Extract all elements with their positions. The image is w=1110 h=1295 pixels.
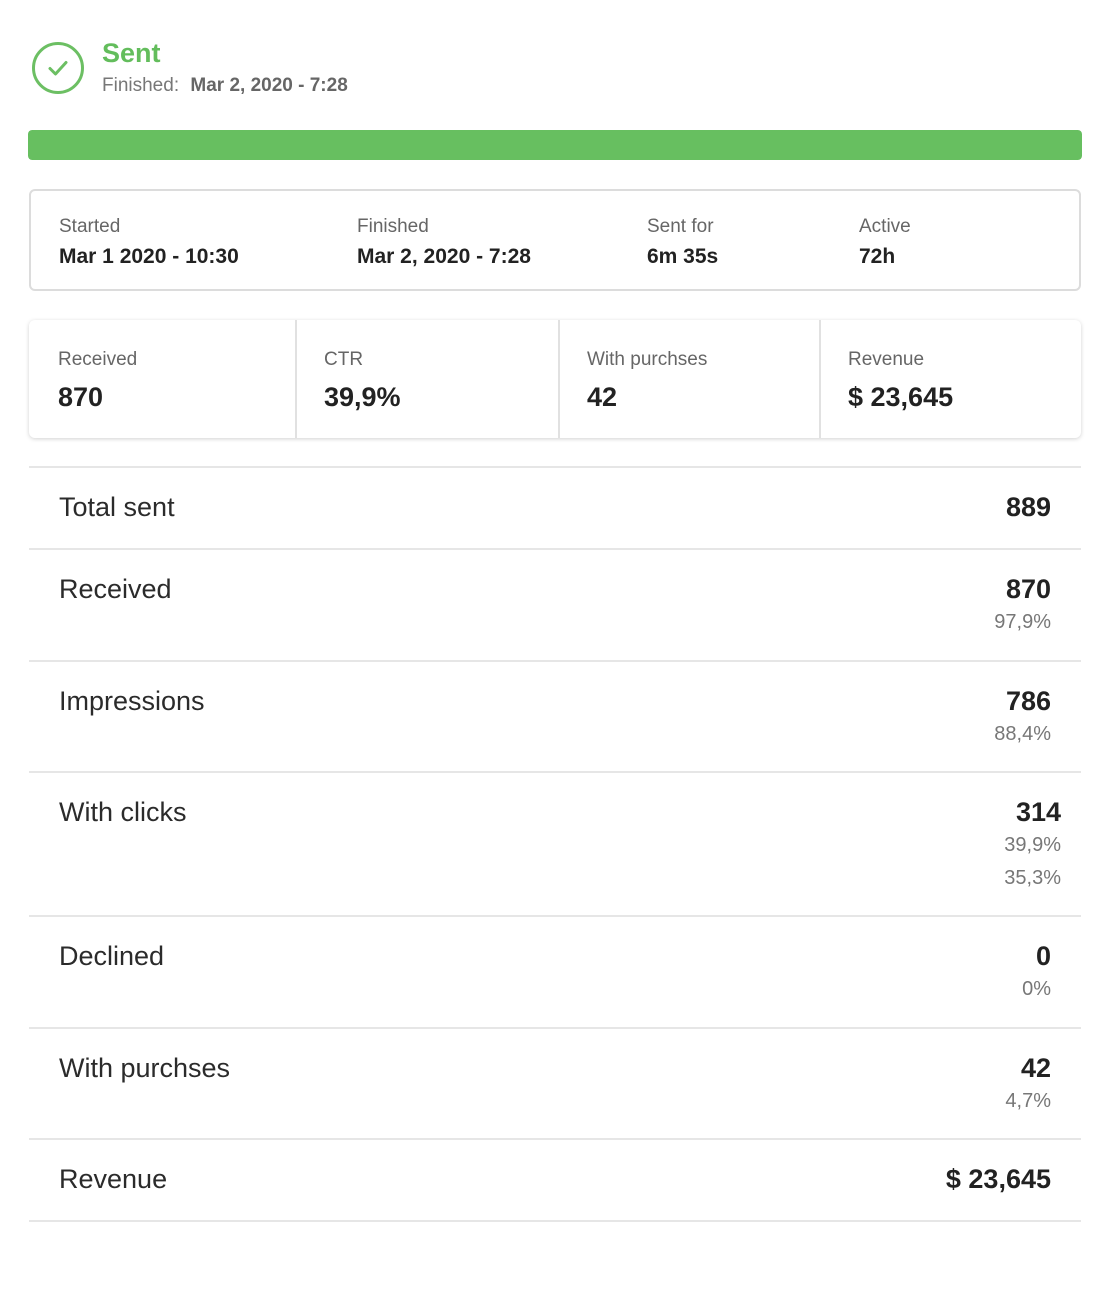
stat-cards: Received 870 CTR 39,9% With purchses 42 …: [29, 320, 1081, 438]
metric-values: 0 0%: [1022, 939, 1051, 1006]
timing-value: 6m 35s: [647, 245, 719, 268]
timing-card: Started Mar 1 2020 - 10:30 Finished Mar …: [29, 189, 1081, 291]
timing-value: Mar 1 2020 - 10:30: [59, 245, 239, 268]
timing-active: Active 72h: [859, 215, 911, 271]
table-row: Total sent 889: [29, 468, 1081, 550]
metric-label: Revenue: [59, 1164, 168, 1194]
stat-label: Revenue: [848, 349, 925, 370]
timing-label: Finished: [357, 216, 429, 237]
metric-value: 42: [1020, 1053, 1051, 1083]
progress-bar-fill: [28, 130, 1082, 160]
stat-label: With purchses: [587, 349, 708, 370]
metric-value: 786: [1005, 686, 1051, 716]
stat-label: CTR: [324, 349, 364, 370]
table-row: Declined 0 0%: [29, 917, 1081, 1029]
timing-label: Sent for: [647, 216, 714, 237]
table-row: Received 870 97,9%: [29, 550, 1081, 662]
metric-percent: 0%: [1022, 978, 1051, 1000]
status-title: Sent: [102, 38, 161, 68]
metric-value: 0: [1035, 941, 1051, 971]
metric-percent: 39,9%: [1004, 834, 1061, 856]
metric-percent: 97,9%: [994, 611, 1051, 633]
metric-values: 42 4,7%: [1005, 1051, 1051, 1118]
metric-label: Impressions: [59, 686, 205, 716]
metric-label: With clicks: [59, 797, 187, 827]
metric-percent: 4,7%: [1005, 1090, 1051, 1112]
table-row: With clicks 314 39,9% 35,3%: [29, 773, 1081, 917]
status-finished: Finished: Mar 2, 2020 - 7:28: [102, 74, 348, 98]
table-row: With purchses 42 4,7%: [29, 1029, 1081, 1140]
stat-revenue: Revenue $ 23,645: [819, 320, 1081, 438]
metrics-table: Total sent 889 Received 870 97,9% Impres…: [29, 466, 1081, 1222]
timing-sent-for: Sent for 6m 35s: [647, 215, 718, 271]
timing-label: Started: [59, 216, 121, 237]
stat-label: Received: [58, 349, 138, 370]
stat-value: 870: [58, 382, 104, 412]
status-finished-label: Finished:: [102, 75, 180, 96]
metric-values: 870 97,9%: [994, 572, 1051, 639]
status-header: Sent Finished: Mar 2, 2020 - 7:28: [32, 38, 348, 98]
timing-started: Started Mar 1 2020 - 10:30: [59, 215, 239, 271]
metric-value: $ 23,645: [945, 1164, 1051, 1194]
timing-finished: Finished Mar 2, 2020 - 7:28: [357, 215, 531, 271]
stat-with-purchases: With purchses 42: [558, 320, 819, 438]
metric-value: 314: [1015, 797, 1061, 827]
table-row: Revenue $ 23,645: [29, 1140, 1081, 1222]
metric-value: 889: [1005, 492, 1051, 522]
stat-value: $ 23,645: [848, 382, 954, 412]
table-row: Impressions 786 88,4%: [29, 662, 1081, 773]
check-circle-icon: [32, 42, 84, 94]
timing-label: Active: [859, 216, 911, 237]
metric-value: 870: [1005, 574, 1051, 604]
timing-value: Mar 2, 2020 - 7:28: [357, 245, 531, 268]
metric-label: Declined: [59, 941, 165, 971]
status-finished-value: Mar 2, 2020 - 7:28: [190, 75, 348, 96]
timing-value: 72h: [859, 245, 896, 268]
stat-ctr: CTR 39,9%: [295, 320, 558, 438]
metric-values: $ 23,645: [946, 1162, 1051, 1196]
metric-values: 786 88,4%: [994, 684, 1051, 751]
metric-values: 889: [1006, 490, 1051, 524]
progress-bar: [28, 130, 1082, 160]
stat-value: 39,9%: [324, 382, 401, 412]
metric-values: 314 39,9% 35,3%: [1004, 795, 1061, 895]
metric-label: Received: [59, 574, 172, 604]
metric-label: Total sent: [59, 492, 175, 522]
stat-received: Received 870: [29, 320, 295, 438]
metric-percent: 35,3%: [1004, 867, 1061, 889]
metric-percent: 88,4%: [994, 723, 1051, 745]
metric-label: With purchses: [59, 1053, 231, 1083]
stat-value: 42: [587, 382, 618, 412]
